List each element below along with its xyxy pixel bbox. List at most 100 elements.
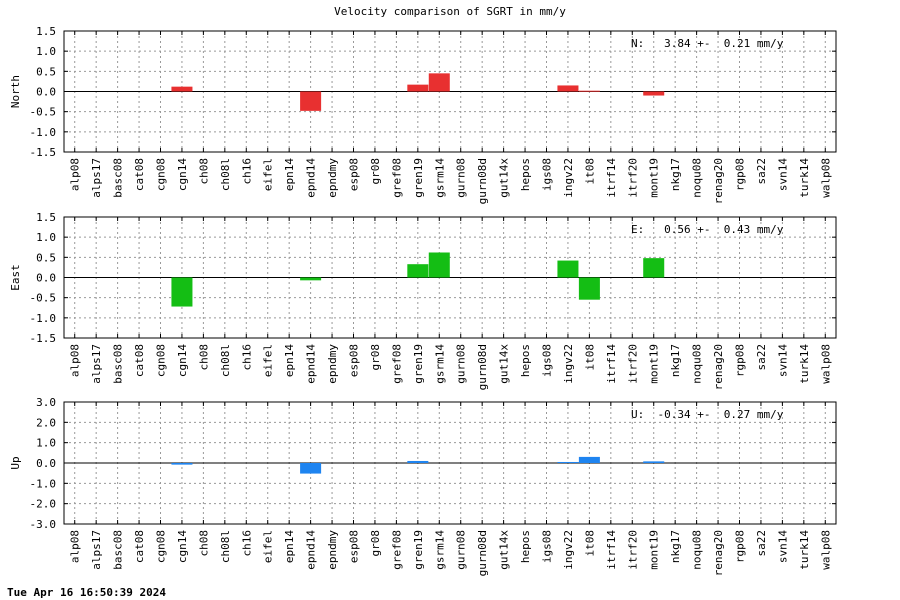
x-tick-label: igs08 bbox=[541, 344, 554, 377]
x-tick-label: alps17 bbox=[90, 344, 103, 384]
x-tick-label: turk14 bbox=[798, 158, 811, 198]
x-tick-label: renag20 bbox=[712, 344, 725, 390]
x-tick-label: gsrm14 bbox=[433, 158, 446, 198]
bar-ingv22 bbox=[557, 85, 579, 92]
bar-gsrm14 bbox=[428, 73, 450, 92]
x-tick-label: basc08 bbox=[112, 158, 125, 198]
x-tick-label: alp08 bbox=[69, 158, 82, 191]
x-tick-label: gref08 bbox=[390, 530, 403, 570]
y-tick-label: 1.0 bbox=[36, 45, 56, 58]
y-tick-label: -1.5 bbox=[30, 332, 57, 345]
x-tick-label: ingv22 bbox=[562, 344, 575, 384]
x-tick-label: turk14 bbox=[798, 530, 811, 570]
x-tick-label: ch16 bbox=[240, 344, 253, 371]
x-tick-label: nkg17 bbox=[669, 530, 682, 563]
y-tick-label: 0.5 bbox=[36, 65, 56, 78]
y-tick-label: 1.0 bbox=[36, 437, 56, 450]
y-tick-label: -1.0 bbox=[30, 477, 57, 490]
y-axis-label: Up bbox=[9, 456, 22, 469]
x-tick-label: esp08 bbox=[348, 530, 361, 563]
bar-epnd14 bbox=[300, 277, 322, 281]
bar-mont19 bbox=[643, 258, 665, 278]
x-tick-label: svn14 bbox=[776, 530, 789, 563]
x-tick-label: basc08 bbox=[112, 344, 125, 384]
x-tick-label: eifel bbox=[262, 344, 275, 377]
x-tick-label: igs08 bbox=[541, 158, 554, 191]
bar-cgn14 bbox=[171, 277, 193, 307]
x-tick-label: epn14 bbox=[283, 158, 296, 191]
x-tick-label: itrf14 bbox=[605, 344, 618, 384]
x-tick-label: gren19 bbox=[412, 530, 425, 570]
x-tick-label: svn14 bbox=[776, 344, 789, 377]
x-tick-label: gren19 bbox=[412, 344, 425, 384]
bar-ingv22 bbox=[557, 260, 579, 278]
x-tick-label: cgn08 bbox=[155, 344, 168, 377]
y-tick-label: 0.0 bbox=[36, 457, 56, 470]
x-tick-label: gref08 bbox=[390, 158, 403, 198]
y-tick-label: -1.5 bbox=[30, 146, 57, 159]
bar-it08 bbox=[578, 90, 600, 92]
x-tick-label: gr08 bbox=[369, 530, 382, 557]
timestamp-footer: Tue Apr 16 16:50:39 2024 bbox=[7, 586, 166, 599]
x-tick-label: ch08 bbox=[197, 530, 210, 557]
x-tick-label: cgn14 bbox=[176, 530, 189, 563]
x-tick-label: rgp08 bbox=[734, 158, 747, 191]
bar-cgn14 bbox=[171, 86, 193, 92]
x-tick-label: esp08 bbox=[348, 344, 361, 377]
y-tick-label: 0.5 bbox=[36, 251, 56, 264]
bar-mont19 bbox=[643, 461, 665, 463]
x-tick-label: ch08 bbox=[197, 344, 210, 371]
x-tick-label: alps17 bbox=[90, 530, 103, 570]
x-tick-label: hepos bbox=[519, 530, 532, 563]
x-tick-label: gurn08 bbox=[455, 344, 468, 384]
chart-title: Velocity comparison of SGRT in mm/y bbox=[334, 5, 566, 18]
y-tick-label: 0.0 bbox=[36, 272, 56, 285]
x-tick-label: mont19 bbox=[648, 530, 661, 570]
x-tick-label: walp08 bbox=[819, 530, 832, 570]
y-tick-label: -1.0 bbox=[30, 312, 57, 325]
x-tick-label: cgn14 bbox=[176, 344, 189, 377]
y-tick-label: -0.5 bbox=[30, 106, 57, 119]
x-tick-label: renag20 bbox=[712, 530, 725, 576]
x-tick-label: itrf20 bbox=[626, 344, 639, 384]
x-tick-label: hepos bbox=[519, 344, 532, 377]
x-tick-label: ch16 bbox=[240, 158, 253, 185]
x-tick-label: basc08 bbox=[112, 530, 125, 570]
x-tick-label: alp08 bbox=[69, 344, 82, 377]
x-tick-label: eifel bbox=[262, 158, 275, 191]
stats-annotation: E: 0.56 +- 0.43 mm/y bbox=[631, 223, 784, 236]
x-tick-label: cat08 bbox=[133, 530, 146, 563]
x-tick-label: epnd14 bbox=[305, 344, 318, 384]
bar-it08 bbox=[578, 277, 600, 300]
stats-annotation: U: -0.34 +- 0.27 mm/y bbox=[631, 408, 784, 421]
x-tick-label: sa22 bbox=[755, 158, 768, 185]
y-tick-label: 1.5 bbox=[36, 25, 56, 38]
y-tick-label: -2.0 bbox=[30, 498, 57, 511]
x-tick-label: noqu08 bbox=[691, 530, 704, 570]
x-tick-label: cgn14 bbox=[176, 158, 189, 191]
y-tick-label: -3.0 bbox=[30, 518, 57, 531]
x-tick-label: walp08 bbox=[819, 344, 832, 384]
y-tick-label: -1.0 bbox=[30, 126, 57, 139]
x-tick-label: epndmy bbox=[326, 158, 339, 198]
x-tick-label: noqu08 bbox=[691, 344, 704, 384]
x-tick-label: mont19 bbox=[648, 158, 661, 198]
y-tick-label: 1.5 bbox=[36, 211, 56, 224]
x-tick-label: epn14 bbox=[283, 344, 296, 377]
x-tick-label: gut14x bbox=[498, 530, 511, 570]
x-tick-label: gurn08 bbox=[455, 530, 468, 570]
x-tick-label: epnd14 bbox=[305, 158, 318, 198]
y-axis-label: East bbox=[9, 264, 22, 291]
x-tick-label: gr08 bbox=[369, 158, 382, 185]
x-tick-label: ingv22 bbox=[562, 530, 575, 570]
plot-frame bbox=[63, 216, 837, 339]
x-tick-label: renag20 bbox=[712, 158, 725, 204]
x-tick-label: ch08 bbox=[197, 158, 210, 185]
y-tick-label: 0.0 bbox=[36, 86, 56, 99]
x-tick-label: esp08 bbox=[348, 158, 361, 191]
y-tick-label: 3.0 bbox=[36, 396, 56, 409]
x-tick-label: gut14x bbox=[498, 158, 511, 198]
x-tick-label: gsrm14 bbox=[433, 530, 446, 570]
y-tick-label: 2.0 bbox=[36, 416, 56, 429]
plot-frame bbox=[63, 30, 837, 153]
